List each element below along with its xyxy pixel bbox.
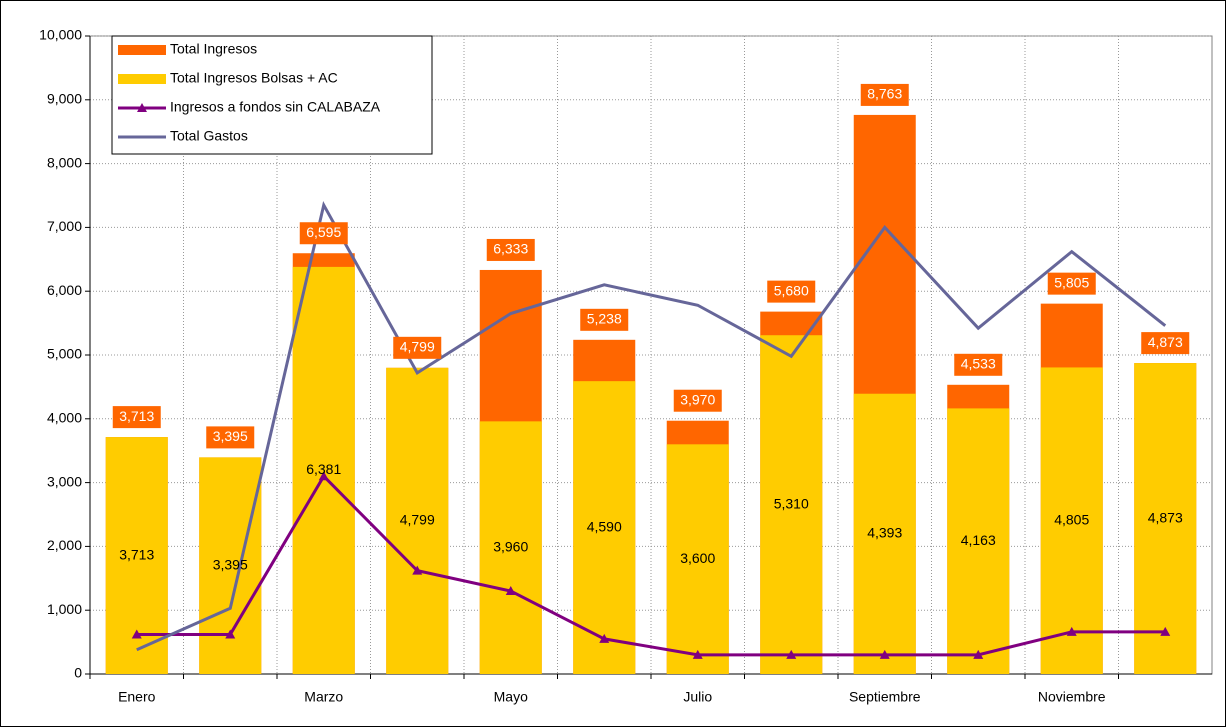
marker bbox=[225, 629, 236, 639]
legend: Total Ingresos Total Ingresos Bolsas + AC… bbox=[111, 35, 433, 155]
bar bbox=[760, 335, 823, 674]
x-tick-label: Noviembre bbox=[1038, 689, 1106, 705]
data-label: 5,238 bbox=[587, 311, 622, 327]
data-label: 3,713 bbox=[119, 408, 154, 424]
data-label: 3,960 bbox=[493, 538, 528, 554]
line bbox=[136, 200, 1167, 652]
data-label: 3,395 bbox=[213, 556, 248, 572]
legend-label: Total Ingresos Bolsas + AC bbox=[170, 70, 338, 86]
data-label: 4,873 bbox=[1148, 509, 1183, 525]
legend-swatch bbox=[118, 45, 166, 55]
bar bbox=[479, 421, 542, 674]
x-tick-label: Julio bbox=[683, 689, 712, 705]
data-label: 4,799 bbox=[400, 339, 435, 355]
data-label: 5,680 bbox=[774, 282, 809, 298]
data-label: 8,763 bbox=[867, 86, 902, 102]
data-label: 4,805 bbox=[1054, 511, 1089, 527]
data-label: 4,799 bbox=[400, 512, 435, 528]
data-label-bg bbox=[860, 83, 909, 106]
bar bbox=[853, 393, 916, 674]
line bbox=[136, 473, 1166, 657]
marker bbox=[692, 649, 703, 659]
x-tick-label: Mayo bbox=[494, 689, 528, 705]
x-tick-label: Marzo bbox=[304, 689, 343, 705]
y-tick-label: 1,000 bbox=[47, 601, 82, 617]
marker bbox=[412, 565, 423, 575]
marker bbox=[1160, 626, 1171, 636]
marker bbox=[318, 471, 329, 481]
data-label: 4,873 bbox=[1148, 334, 1183, 350]
data-label-bg bbox=[299, 222, 348, 245]
bar bbox=[666, 444, 729, 674]
bar bbox=[1134, 363, 1197, 674]
data-label: 5,805 bbox=[1054, 274, 1089, 290]
grid: 0 1,000 2,000 3,000 4,000 5,000 6,000 7,000 8,00… bbox=[39, 27, 1213, 705]
marker bbox=[879, 649, 890, 659]
bar bbox=[573, 381, 636, 674]
data-label-bg bbox=[1141, 332, 1190, 355]
y-tick-label: 4,000 bbox=[47, 410, 82, 426]
data-label-bg bbox=[393, 336, 442, 359]
y-tick-label: 2,000 bbox=[47, 537, 82, 553]
legend-label: Total Gastos bbox=[170, 128, 248, 144]
marker bbox=[599, 633, 610, 643]
data-label: 6,333 bbox=[493, 241, 528, 257]
y-tick-label: 8,000 bbox=[47, 154, 82, 170]
x-tick-label: Septiembre bbox=[849, 689, 921, 705]
data-label-bg bbox=[206, 426, 255, 449]
legend-label: Ingresos a fondos sin CALABAZA bbox=[170, 99, 381, 115]
y-tick-label: 10,000 bbox=[39, 27, 82, 43]
data-label-bg bbox=[1047, 272, 1096, 295]
labels: 3,713 3,395 6,595 4,799 6,333 5,238 3,970 5,680… bbox=[112, 83, 1190, 572]
y-tick-label: 5,000 bbox=[47, 346, 82, 362]
marker bbox=[131, 629, 142, 639]
legend-label: Total Ingresos bbox=[170, 41, 257, 57]
data-label-bg bbox=[580, 308, 629, 331]
bar bbox=[1040, 367, 1103, 674]
data-label: 3,395 bbox=[213, 428, 248, 444]
data-label-bg bbox=[112, 406, 161, 429]
legend-box bbox=[111, 35, 433, 155]
data-label: 5,310 bbox=[774, 495, 809, 511]
marker bbox=[786, 649, 797, 659]
plot bbox=[105, 114, 1197, 675]
data-label-bg bbox=[673, 389, 722, 412]
marker bbox=[505, 586, 516, 596]
x-tick-label: Enero bbox=[118, 689, 156, 705]
marker bbox=[973, 649, 984, 659]
data-label: 4,590 bbox=[587, 518, 622, 534]
data-label: 4,393 bbox=[867, 525, 902, 541]
legend-marker bbox=[137, 103, 147, 112]
bar bbox=[386, 367, 449, 674]
y-tick-label: 6,000 bbox=[47, 282, 82, 298]
data-label: 3,713 bbox=[119, 546, 154, 562]
y-tick-label: 7,000 bbox=[47, 218, 82, 234]
data-label-bg bbox=[767, 280, 816, 303]
data-label-bg bbox=[486, 238, 535, 261]
data-label: 6,595 bbox=[306, 224, 341, 240]
bar bbox=[292, 266, 355, 674]
marker bbox=[1066, 626, 1077, 636]
data-label: 3,600 bbox=[680, 550, 715, 566]
y-tick-label: 0 bbox=[74, 665, 82, 681]
data-label: 3,970 bbox=[680, 391, 715, 407]
y-tick-label: 3,000 bbox=[47, 473, 82, 489]
legend-swatch bbox=[118, 74, 166, 84]
y-tick-label: 9,000 bbox=[47, 91, 82, 107]
data-label-bg bbox=[954, 353, 1003, 376]
bar bbox=[947, 408, 1010, 674]
data-label: 4,533 bbox=[961, 355, 996, 371]
data-label: 6,381 bbox=[306, 461, 341, 477]
data-label: 4,163 bbox=[961, 532, 996, 548]
